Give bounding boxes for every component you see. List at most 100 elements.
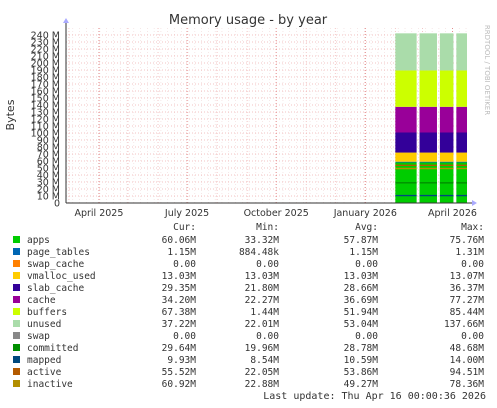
legend-name-vmalloc_used: vmalloc_used <box>27 271 96 282</box>
legend-cur-page_tables: 1.15M <box>167 247 196 258</box>
y-tick-label: 0 <box>54 199 60 210</box>
legend-swatch-inactive <box>13 380 20 387</box>
legend-swatch-apps <box>13 236 20 243</box>
legend-cur-unused: 37.22M <box>162 319 197 330</box>
legend-header: Max: <box>461 222 484 233</box>
legend-avg-buffers: 51.94M <box>344 307 379 318</box>
x-tick-label: July 2025 <box>164 208 209 219</box>
legend-min-page_tables: 884.48k <box>239 247 279 258</box>
y-tick-label: 180 M <box>31 73 60 84</box>
area-unused <box>395 33 417 71</box>
area-vmalloc_used <box>439 152 454 162</box>
legend-min-vmalloc_used: 13.03M <box>245 271 280 282</box>
y-tick-label: 220 M <box>31 45 60 56</box>
legend-min-mapped: 8.54M <box>250 355 279 366</box>
area-slab_cache <box>419 132 437 153</box>
y-tick-label: 70 M <box>37 150 60 161</box>
legend-swatch-mapped <box>13 356 20 363</box>
legend-name-apps: apps <box>27 235 50 246</box>
legend: Cur: Min: Avg: Max: apps 60.06M 33.32M 57.87M 75… <box>13 222 484 390</box>
legend-header: Avg: <box>355 222 378 233</box>
legend-avg-page_tables: 1.15M <box>349 247 378 258</box>
area-vmalloc_used <box>419 152 437 162</box>
legend-max-cache: 77.27M <box>450 295 485 306</box>
chart-title: Memory usage - by year <box>169 13 328 28</box>
x-tick-label: January 2026 <box>333 208 397 219</box>
legend-max-vmalloc_used: 13.07M <box>450 271 485 282</box>
y-tick-label: 120 M <box>31 115 60 126</box>
legend-name-swap: swap <box>27 331 50 342</box>
legend-max-inactive: 78.36M <box>450 379 485 390</box>
legend-max-slab_cache: 36.37M <box>450 283 485 294</box>
y-tick-label: 50 M <box>37 164 60 175</box>
area-buffers <box>419 70 437 107</box>
legend-name-slab_cache: slab_cache <box>27 283 84 294</box>
legend-avg-cache: 36.69M <box>344 295 379 306</box>
y-tick-label: 190 M <box>31 66 60 77</box>
area-cache <box>439 106 454 133</box>
legend-name-page_tables: page_tables <box>27 247 90 258</box>
area-vmalloc_used <box>395 152 417 162</box>
legend-swatch-committed <box>13 344 20 351</box>
area-page_tables <box>419 161 437 163</box>
legend-min-swap: 0.00 <box>256 331 279 342</box>
area-slab_cache <box>439 132 454 153</box>
legend-avg-apps: 57.87M <box>344 235 379 246</box>
legend-min-swap_cache: 0.00 <box>256 259 279 270</box>
legend-cur-swap_cache: 0.00 <box>173 259 196 270</box>
y-tick-label: 90 M <box>37 136 60 147</box>
legend-swatch-buffers <box>13 308 20 315</box>
legend-avg-vmalloc_used: 13.03M <box>344 271 379 282</box>
legend-swatch-page_tables <box>13 248 20 255</box>
legend-cur-slab_cache: 29.35M <box>162 283 197 294</box>
y-tick-label: 140 M <box>31 101 60 112</box>
legend-max-buffers: 85.44M <box>450 307 485 318</box>
legend-swatch-swap_cache <box>13 260 20 267</box>
y-tick-label: 240 M <box>31 31 60 42</box>
axes: 010 M20 M30 M40 M50 M60 M70 M80 M90 M100… <box>31 18 477 219</box>
legend-min-cache: 22.27M <box>245 295 280 306</box>
area-page_tables <box>456 161 467 163</box>
y-tick-label: 150 M <box>31 94 60 105</box>
legend-avg-swap: 0.00 <box>355 331 378 342</box>
y-tick-label: 30 M <box>37 178 60 189</box>
area-page_tables <box>439 161 454 163</box>
legend-header: Cur: <box>173 222 196 233</box>
legend-swatch-vmalloc_used <box>13 272 20 279</box>
legend-name-buffers: buffers <box>27 307 67 318</box>
area-buffers <box>456 70 467 107</box>
legend-avg-active: 53.86M <box>344 367 379 378</box>
y-tick-label: 170 M <box>31 80 60 91</box>
area-unused <box>419 33 437 71</box>
legend-max-apps: 75.76M <box>450 235 485 246</box>
legend-avg-committed: 28.78M <box>344 343 379 354</box>
legend-min-unused: 22.01M <box>245 319 280 330</box>
legend-min-buffers: 1.44M <box>250 307 279 318</box>
area-slab_cache <box>395 132 417 153</box>
plot-area <box>395 33 467 203</box>
legend-avg-mapped: 10.59M <box>344 355 379 366</box>
area-cache <box>456 106 467 133</box>
y-tick-label: 100 M <box>31 129 60 140</box>
y-tick-label: 110 M <box>31 122 60 133</box>
legend-name-swap_cache: swap_cache <box>27 259 84 270</box>
y-tick-label: 210 M <box>31 52 60 63</box>
legend-swatch-unused <box>13 320 20 327</box>
last-update-text: Last update: Thu Apr 16 00:00:36 2026 <box>263 391 486 402</box>
y-tick-label: 10 M <box>37 192 60 203</box>
legend-max-swap: 0.00 <box>461 331 484 342</box>
legend-cur-mapped: 9.93M <box>167 355 196 366</box>
legend-avg-inactive: 49.27M <box>344 379 379 390</box>
area-unused <box>456 33 467 71</box>
legend-header: Min: <box>256 222 279 233</box>
legend-avg-swap_cache: 0.00 <box>355 259 378 270</box>
legend-cur-active: 55.52M <box>162 367 197 378</box>
x-tick-label: April 2026 <box>428 208 477 219</box>
legend-max-page_tables: 1.31M <box>455 247 484 258</box>
legend-name-active: active <box>27 367 62 378</box>
legend-avg-unused: 53.04M <box>344 319 379 330</box>
legend-swatch-slab_cache <box>13 284 20 291</box>
legend-max-mapped: 14.00M <box>450 355 485 366</box>
